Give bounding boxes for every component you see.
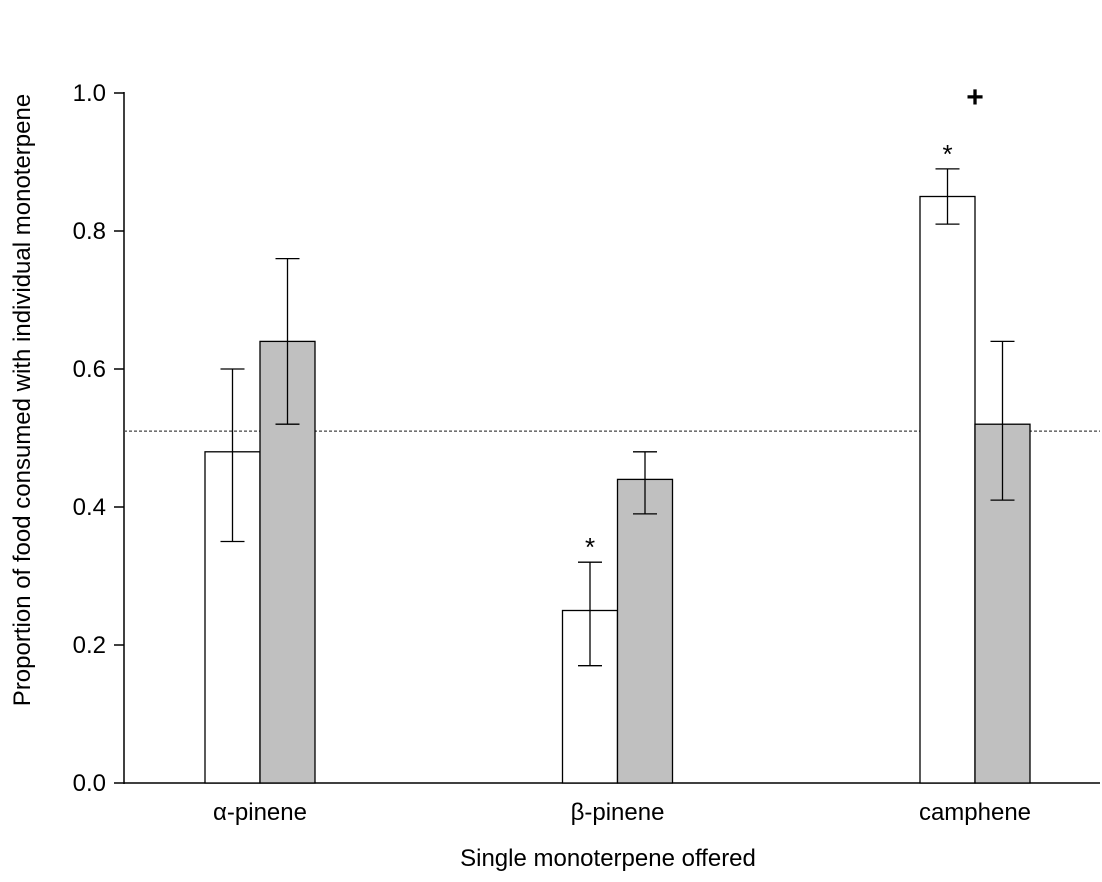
pair-marker: + xyxy=(966,81,984,114)
y-tick-label: 0.4 xyxy=(73,494,106,521)
x-tick-label: β-pinene xyxy=(571,799,665,826)
y-tick-label: 0.6 xyxy=(73,356,106,383)
significance-star: * xyxy=(942,139,952,169)
y-tick-label: 1.0 xyxy=(73,80,106,107)
y-tick-label: 0.8 xyxy=(73,218,106,245)
x-axis-title: Single monoterpene offered xyxy=(460,845,756,872)
y-axis-title: Proportion of food consumed with individ… xyxy=(9,94,36,706)
x-tick-label: α-pinene xyxy=(213,799,307,826)
x-tick-label: camphene xyxy=(919,799,1031,826)
y-tick-label: 0.2 xyxy=(73,632,106,659)
bar xyxy=(259,340,316,784)
bar xyxy=(616,478,674,784)
significance-star: * xyxy=(585,532,595,562)
bar xyxy=(919,195,976,784)
y-tick-label: 0.0 xyxy=(73,770,106,797)
plot-area: 0.0 0.2 0.4 0.6 0.8 1.0 α-pinene * β-pinene * camp… xyxy=(73,80,1100,826)
